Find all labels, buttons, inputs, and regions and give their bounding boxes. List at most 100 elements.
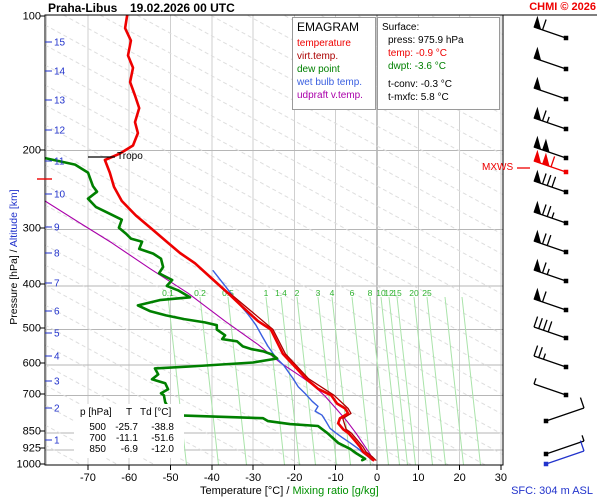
barb-station-dot: [563, 96, 569, 102]
barb-half-feather: [542, 353, 547, 360]
tropopause-label: Tropo: [117, 151, 143, 162]
table-cell: -11.1: [115, 433, 138, 444]
barb-pennant: [533, 200, 542, 215]
observation-table: p [hPa] T Td [°C] 500 -25.7 -38.8 700 -11.1 -51.…: [74, 404, 184, 458]
barb-full-feather: [546, 234, 552, 246]
barb-station-dot: [563, 189, 569, 195]
barb-pennant: [533, 106, 542, 121]
altitude-tick-label: 5: [54, 329, 60, 340]
barb-pennant: [533, 15, 542, 30]
surface-line: temp: -0.9 °C: [388, 48, 448, 59]
altitude-tick-label: 8: [54, 249, 60, 260]
wind-barb: [533, 287, 569, 313]
altitude-tick-label: 2: [54, 404, 60, 415]
barb-pennant: [533, 229, 542, 244]
barb-pennant: [533, 135, 542, 150]
barb-half-feather: [551, 212, 555, 219]
surface-lines: Surface: press: 975.9 hPa temp: -0.9 °C dwp…: [382, 21, 495, 104]
altitude-tick-label: 15: [54, 38, 66, 49]
plot-frame: [44, 14, 504, 466]
wind-barb: [533, 378, 569, 398]
barb-full-feather: [538, 347, 543, 358]
mixing-ratio-line: [388, 296, 408, 465]
barb-full-feather: [541, 291, 547, 303]
barb-half-feather: [581, 435, 585, 442]
legend-title: EMAGRAM: [297, 20, 360, 34]
sounding-datetime: 19.02.2026 00 UTC: [130, 1, 235, 15]
barb-full-feather: [546, 205, 552, 217]
barb-station-dot: [563, 307, 569, 313]
barb-station-dot: [543, 461, 549, 467]
dry-adiabat-line: [172, 15, 503, 196]
mixing-ratio-label: 6: [350, 288, 355, 298]
dry-adiabat-line: [245, 15, 503, 156]
barb-staff: [533, 326, 567, 339]
pressure-axis-title: Pressure [hPa] /: [8, 249, 20, 325]
barb-full-feather: [579, 440, 585, 452]
barb-staff: [533, 355, 567, 368]
barb-station-dot: [563, 364, 569, 370]
barb-pennant: [542, 138, 550, 153]
dry-adiabat-line: [45, 324, 303, 465]
temperature-tick-label: -60: [121, 472, 137, 484]
mixing-ratio-line: [369, 296, 389, 465]
virtual-temperature-curve: [228, 292, 377, 461]
mixing-ratio-label: 1: [264, 288, 269, 298]
mixing-ratio-line: [296, 296, 316, 465]
barb-full-feather: [541, 262, 547, 274]
altitude-tick-label: 7: [54, 279, 60, 290]
pressure-tick-label: 700: [23, 389, 41, 401]
wind-barbs: [533, 15, 585, 467]
barb-station-dot: [563, 335, 569, 341]
barb-half-feather: [546, 268, 550, 275]
dry-adiabat-line: [45, 304, 340, 465]
left-axis-title: Pressure [hPa] / Altitude [km]: [8, 147, 20, 367]
dry-adiabat-line: [209, 15, 503, 176]
barb-staff: [545, 440, 585, 455]
barb-station-dot: [563, 155, 569, 161]
dry-adiabat-line: [45, 124, 503, 376]
dry-adiabat-line: [45, 164, 503, 416]
altitude-tick-label: 3: [54, 377, 60, 388]
wind-barb: [533, 76, 569, 102]
temperature-tick-label: -50: [163, 472, 179, 484]
mixing-ratio-line: [380, 296, 400, 465]
table-cell: 500: [89, 422, 106, 433]
barb-full-feather: [546, 174, 552, 186]
axis-title-separator: /: [283, 485, 293, 497]
barb-full-feather: [541, 173, 547, 185]
altitude-axis-title: Altitude [km]: [8, 189, 20, 248]
dry-adiabat-line: [45, 184, 503, 436]
barb-half-feather: [546, 116, 550, 123]
dry-adiabat-line: [45, 264, 414, 465]
barb-pennant: [533, 287, 542, 302]
wind-barb: [533, 135, 569, 161]
station-name: Praha-Libus: [48, 1, 118, 15]
mixing-ratio-line: [199, 296, 219, 465]
table-header-cell: p [hPa]: [80, 407, 112, 418]
surface-elevation-label: SFC: 304 m ASL: [511, 485, 593, 497]
altitude-tick-label: 13: [54, 96, 66, 107]
dry-adiabat-line: [62, 15, 503, 256]
temperature-tick-label: -70: [80, 472, 96, 484]
mixing-ratio-line: [331, 296, 351, 465]
pressure-tick-label: 100: [23, 11, 41, 23]
temperature-tick-label: -20: [286, 472, 302, 484]
barb-station-dot: [563, 66, 569, 72]
barb-station-dot: [543, 451, 549, 457]
barb-station-dot: [543, 418, 549, 424]
barb-full-feather: [550, 156, 556, 168]
mixing-ratio-line: [413, 296, 433, 465]
pressure-tick-label: 925: [23, 443, 41, 455]
surface-line: Surface:: [382, 22, 420, 33]
temperature-axis-title: Temperature [°C]: [200, 485, 284, 497]
barb-full-feather: [538, 318, 543, 329]
legend-item: dew point: [297, 64, 340, 75]
temperature-tick-label: 20: [454, 472, 466, 484]
axis-ticks: 1002003004005006007008509251000151413121…: [17, 11, 508, 485]
legend-panel: EMAGRAM temperature virt.temp. dew point we…: [292, 17, 376, 110]
temperature-tick-label: -40: [204, 472, 220, 484]
mixing-ratio-label: 3: [316, 288, 321, 298]
